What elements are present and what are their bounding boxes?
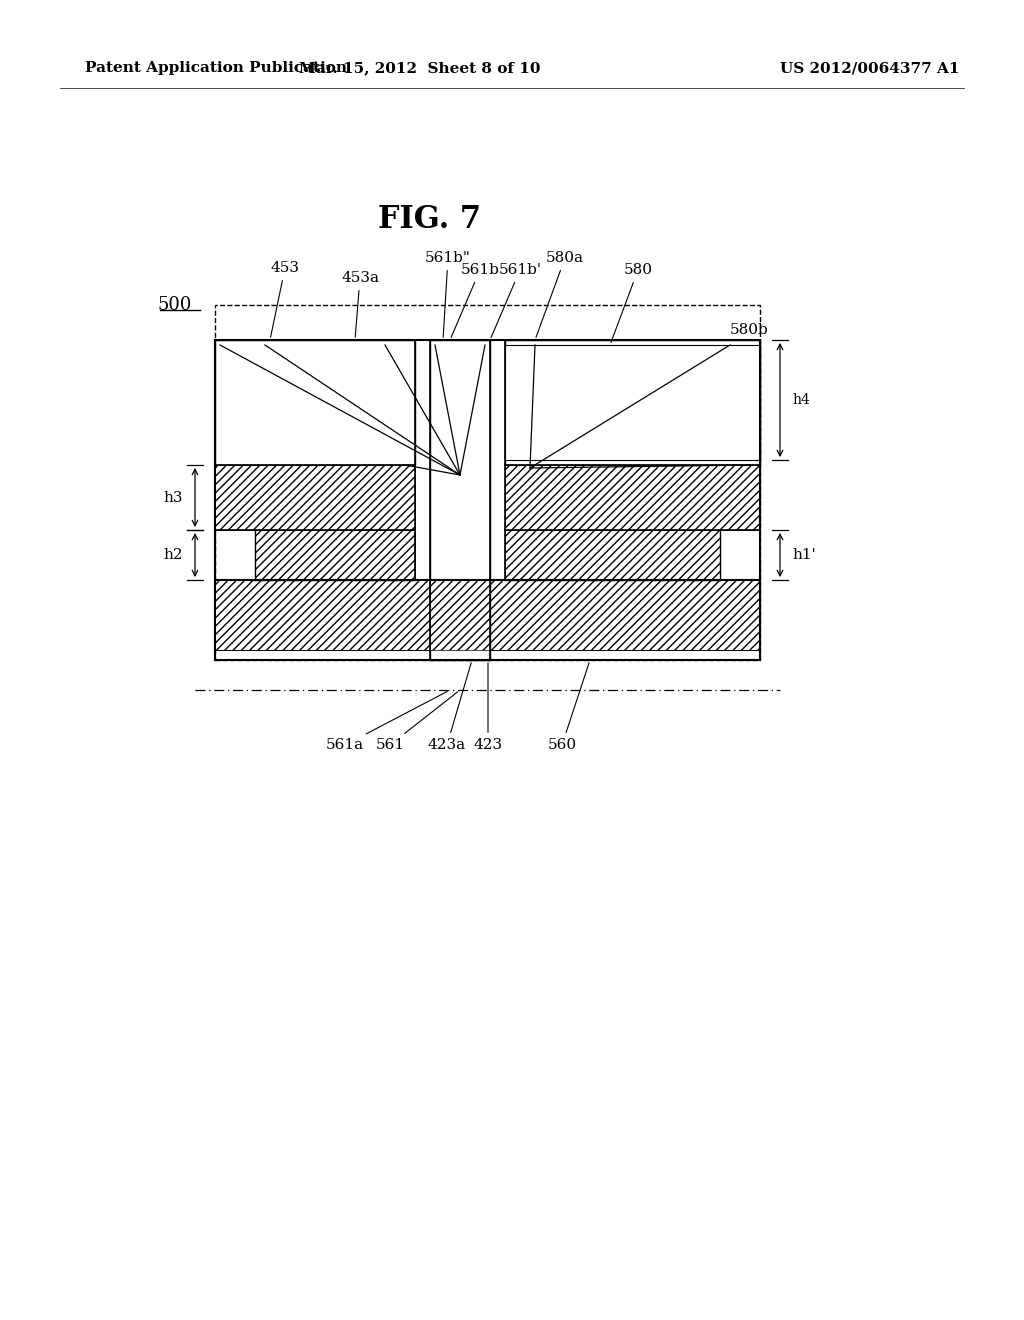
Bar xyxy=(430,341,490,660)
Text: Patent Application Publication: Patent Application Publication xyxy=(85,61,347,75)
Text: 423a: 423a xyxy=(428,663,471,752)
Bar xyxy=(505,531,720,579)
Text: h2: h2 xyxy=(164,548,183,562)
Bar xyxy=(215,579,760,649)
Text: 580a: 580a xyxy=(536,251,584,338)
Bar xyxy=(255,531,415,579)
Text: FIG. 7: FIG. 7 xyxy=(379,205,481,235)
Text: 580b: 580b xyxy=(730,323,769,343)
Bar xyxy=(505,345,760,459)
Text: 561: 561 xyxy=(376,692,458,752)
Text: 500: 500 xyxy=(158,296,193,314)
Text: 580: 580 xyxy=(611,263,652,342)
Text: 561b': 561b' xyxy=(492,263,542,338)
Bar xyxy=(215,305,760,660)
Bar xyxy=(215,465,415,531)
Text: 561a: 561a xyxy=(326,692,447,752)
Text: 561b: 561b xyxy=(452,263,500,338)
Text: Mar. 15, 2012  Sheet 8 of 10: Mar. 15, 2012 Sheet 8 of 10 xyxy=(299,61,541,75)
Text: 453a: 453a xyxy=(341,271,379,337)
Text: US 2012/0064377 A1: US 2012/0064377 A1 xyxy=(780,61,959,75)
Text: h4: h4 xyxy=(792,393,810,407)
Bar xyxy=(505,341,760,465)
Text: h1': h1' xyxy=(792,548,816,562)
Text: 423: 423 xyxy=(473,663,503,752)
Bar xyxy=(505,465,760,531)
Text: 560: 560 xyxy=(548,663,589,752)
Bar xyxy=(215,341,415,465)
Text: 561b": 561b" xyxy=(425,251,471,337)
Bar xyxy=(430,579,490,649)
Text: 453: 453 xyxy=(270,261,299,338)
Text: h3: h3 xyxy=(164,491,183,504)
